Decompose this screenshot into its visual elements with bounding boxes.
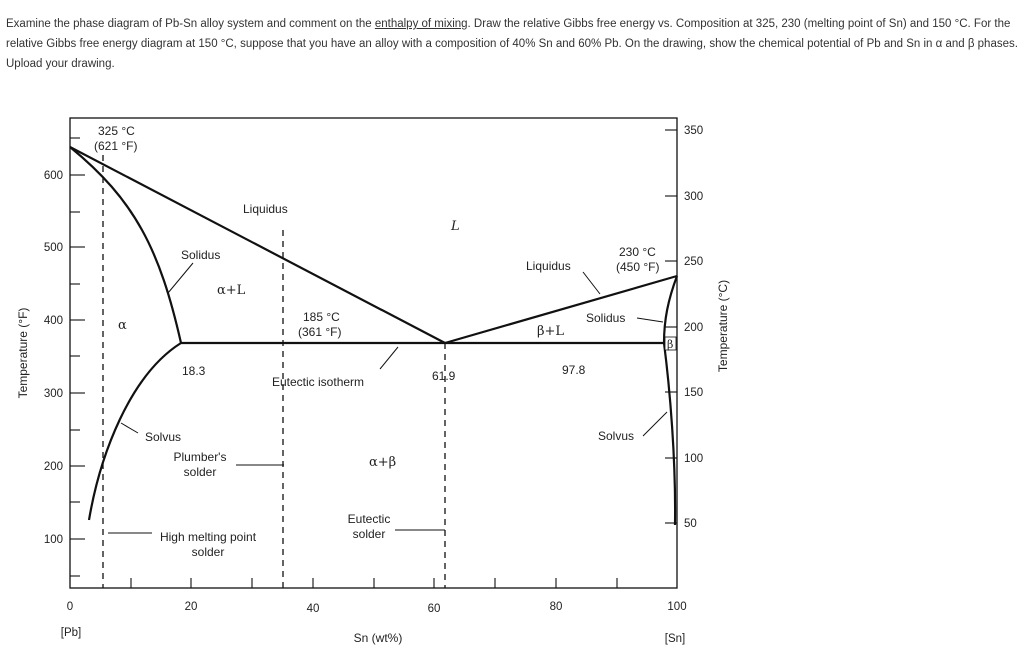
question-part1: Examine the phase diagram of Pb-Sn alloy… [6,18,375,30]
left-axis-ticks [70,137,85,577]
right-liquidus-curve [444,274,678,345]
eutectic-isotherm-pointer [379,346,399,370]
x-tick-60: 60 [428,603,441,615]
c-tick-50: 50 [684,518,697,530]
x-tick-80: 80 [550,601,563,613]
f-tick-300: 300 [44,388,63,400]
region-liquid-label: L [450,219,460,234]
pb-melt-f-label: (621 °F) [94,139,137,153]
pb-end-label: [Pb] [61,627,81,639]
left-solidus-curve [69,146,183,344]
region-beta-label: β [667,338,673,351]
c-tick-150: 150 [684,387,703,399]
solvus-left-pointer [120,422,139,434]
solidus-right-label: Solidus [586,311,625,325]
f-tick-400: 400 [44,315,63,327]
f-tick-600: 600 [44,170,63,182]
region-alpha-liquid-label: α+L [217,283,246,298]
x-tick-0: 0 [67,601,73,613]
liquidus-left-label: Liquidus [243,202,288,216]
solvus-left-label: Solvus [145,430,181,444]
x-axis-label: Sn (wt%) [354,631,403,645]
question-text: Examine the phase diagram of Pb-Sn alloy… [6,14,1018,74]
solvus-right-label: Solvus [598,429,634,443]
eutectic-isotherm-label: Eutectic isotherm [272,375,364,389]
solidus-right-pointer [636,317,664,323]
f-tick-500: 500 [44,242,63,254]
region-alpha-beta-label: α+β [369,455,396,470]
plumbers-solder-line2: solder [184,465,217,479]
beta-composition-label: 97.8 [562,363,586,377]
pb-melt-c-label: 325 °C [98,124,135,138]
sn-end-label: [Sn] [665,633,685,645]
eutectic-f-label: (361 °F) [298,325,341,339]
enthalpy-of-mixing-link[interactable]: enthalpy of mixing [374,18,468,30]
question-part2: . Draw the relative Gibbs free energy vs… [6,18,1018,70]
solidus-left-label: Solidus [181,248,220,262]
alpha-composition-label: 18.3 [182,364,206,378]
region-beta-liquid-label: β+L [537,324,564,339]
x-tick-100: 100 [667,601,686,613]
c-tick-300: 300 [684,191,703,203]
solvus-right-pointer [642,411,668,437]
c-tick-200: 200 [684,322,703,334]
sn-melt-f-label: (450 °F) [616,260,659,274]
eutectic-solder-line1: Eutectic [348,512,391,526]
eutectic-solder-line2: solder [353,527,386,541]
liquidus-right-label: Liquidus [526,259,571,273]
x-tick-20: 20 [185,601,198,613]
y-right-axis-label: Temperature (°C) [716,280,730,372]
sn-melt-c-label: 230 °C [619,245,656,259]
right-solidus-curve [662,275,679,344]
region-alpha-label: α [118,318,127,333]
y-left-axis-label: Temperature (°F) [16,308,30,399]
beta-box [664,336,677,351]
c-tick-250: 250 [684,256,703,268]
f-tick-100: 100 [44,534,63,546]
c-tick-100: 100 [684,453,703,465]
x-tick-40: 40 [307,603,320,615]
plumbers-solder-line1: Plumber's [174,450,227,464]
left-liquidus-curve [69,146,446,344]
right-solvus-curve [662,342,677,526]
eutectic-composition-label: 61.9 [432,369,456,383]
bottom-axis-ticks [130,578,618,588]
high-melt-solder-line2: solder [192,545,225,559]
f-tick-200: 200 [44,461,63,473]
eutectic-c-label: 185 °C [303,310,340,324]
left-solvus-curve [87,342,182,521]
c-tick-350: 350 [684,125,703,137]
high-melt-solder-line1: High melting point [160,530,257,544]
solidus-left-pointer [167,262,194,294]
liquidus-right-pointer [582,271,601,295]
